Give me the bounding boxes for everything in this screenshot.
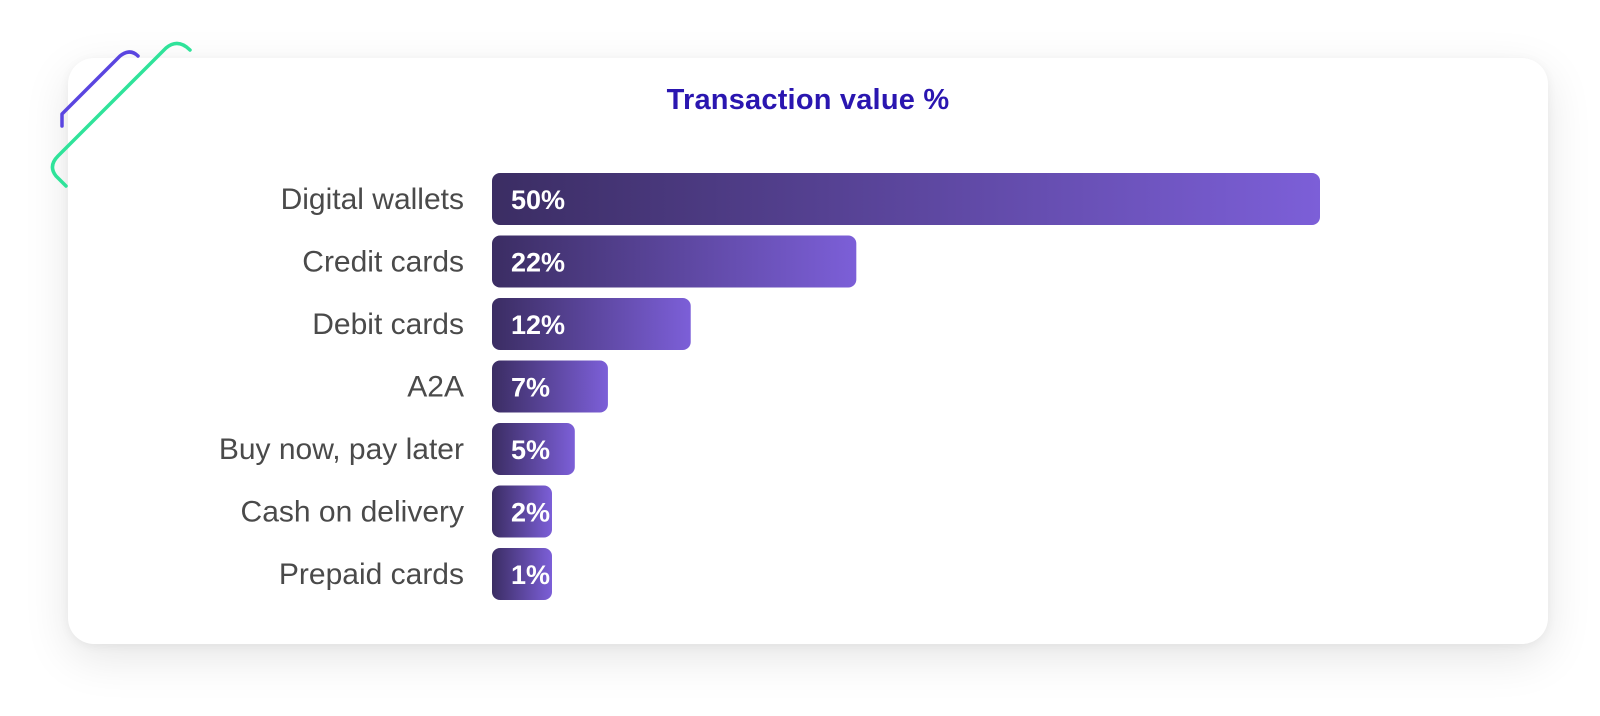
value-label: 50% xyxy=(511,185,565,215)
bar-6 xyxy=(492,548,552,600)
chart-title: Transaction value % xyxy=(666,84,950,116)
bar-3 xyxy=(492,360,608,413)
category-label: Digital wallets xyxy=(281,183,464,216)
value-label: 12% xyxy=(511,310,565,340)
value-label: 22% xyxy=(511,248,565,278)
category-label: Credit cards xyxy=(302,246,464,279)
bar-2 xyxy=(492,298,691,350)
bar-0 xyxy=(492,173,1320,225)
chart-card xyxy=(68,58,1548,644)
value-label: 5% xyxy=(511,435,550,465)
value-label: 1% xyxy=(511,560,550,590)
bar-5 xyxy=(492,485,552,538)
category-label: A2A xyxy=(407,371,464,404)
category-label: Cash on delivery xyxy=(241,496,464,529)
value-label: 7% xyxy=(511,373,550,403)
category-label: Buy now, pay later xyxy=(219,433,464,466)
category-label: Debit cards xyxy=(312,308,464,341)
bar-1 xyxy=(492,235,857,288)
bar-4 xyxy=(492,423,575,475)
category-label: Prepaid cards xyxy=(279,558,464,591)
value-label: 2% xyxy=(511,498,550,528)
